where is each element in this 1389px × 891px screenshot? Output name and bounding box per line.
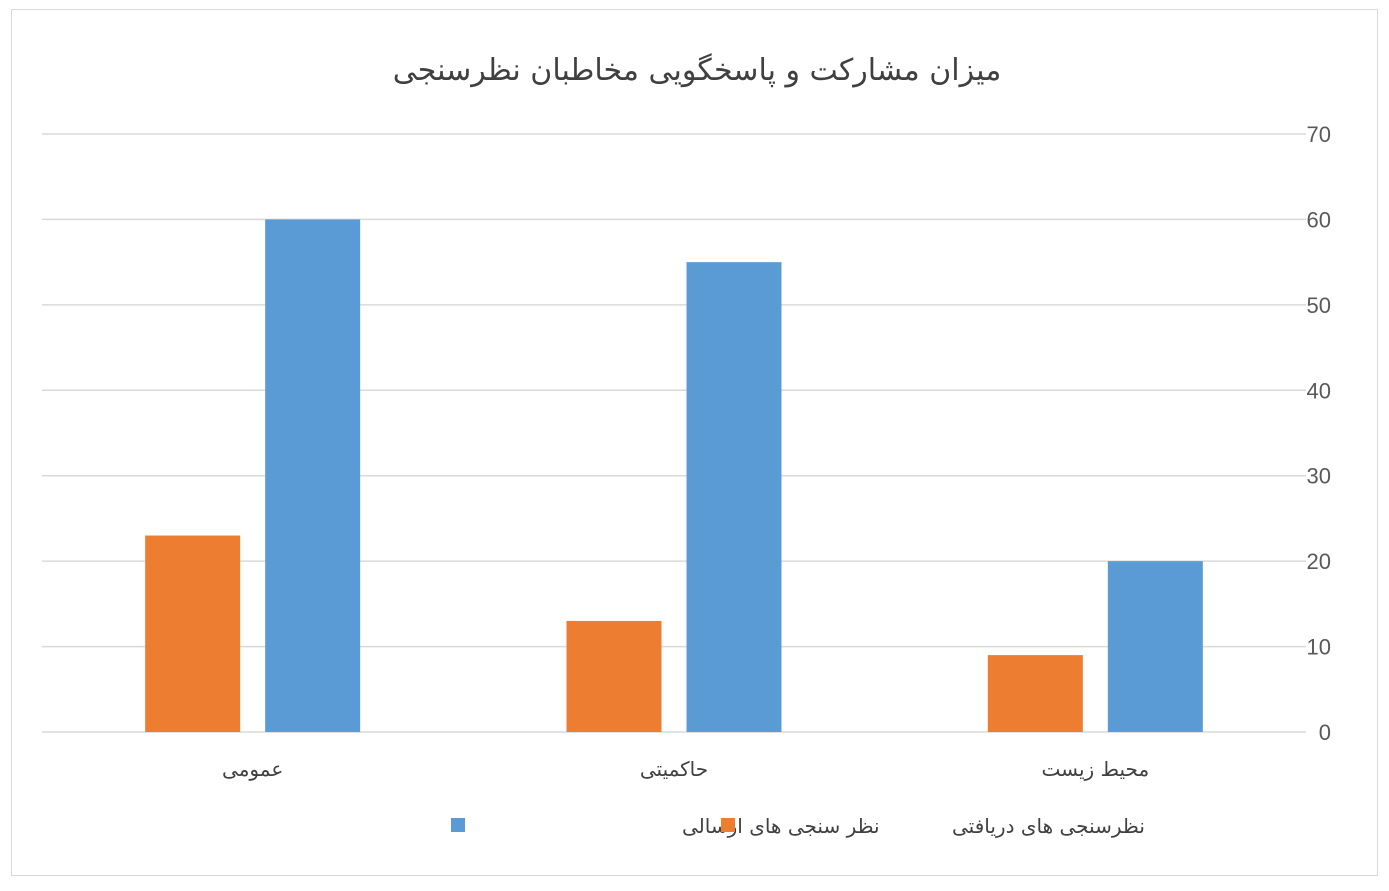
legend-label-sent: نظر سنجی های ارسالی bbox=[682, 814, 880, 838]
legend: نظر سنجی های ارسالی نظرسنجی های دریافتی bbox=[451, 814, 1145, 838]
x-axis-categories: محیط زیست حاکمیتی عمومی bbox=[222, 757, 1149, 781]
x-category-label: حاکمیتی bbox=[640, 757, 708, 781]
y-tick-label: 50 bbox=[1307, 293, 1331, 318]
legend-swatch-received bbox=[721, 818, 735, 832]
y-tick-label: 0 bbox=[1319, 720, 1331, 745]
y-tick-label: 60 bbox=[1307, 207, 1331, 232]
bar-received-0 bbox=[987, 655, 1083, 732]
gridlines bbox=[42, 133, 1306, 733]
bar-sent-0 bbox=[1107, 561, 1203, 732]
x-category-label: عمومی bbox=[222, 757, 283, 781]
bar-sent-1 bbox=[686, 262, 782, 732]
x-category-label: محیط زیست bbox=[1041, 757, 1149, 781]
y-tick-label: 10 bbox=[1307, 635, 1331, 660]
bars bbox=[145, 219, 1203, 732]
legend-swatch-sent bbox=[451, 818, 465, 832]
y-tick-label: 40 bbox=[1307, 378, 1331, 403]
bar-received-1 bbox=[566, 620, 662, 732]
bar-sent-2 bbox=[265, 219, 361, 732]
y-tick-label: 30 bbox=[1307, 464, 1331, 489]
y-tick-label: 70 bbox=[1307, 122, 1331, 147]
bar-received-2 bbox=[145, 535, 241, 732]
legend-label-received: نظرسنجی های دریافتی bbox=[952, 814, 1145, 838]
y-axis-ticks: 0 10 20 30 40 50 60 70 bbox=[1307, 122, 1331, 745]
y-tick-label: 20 bbox=[1307, 549, 1331, 574]
chart-title: میزان مشارکت و پاسخگویی مخاطبان نظرسنجی bbox=[393, 53, 1002, 88]
